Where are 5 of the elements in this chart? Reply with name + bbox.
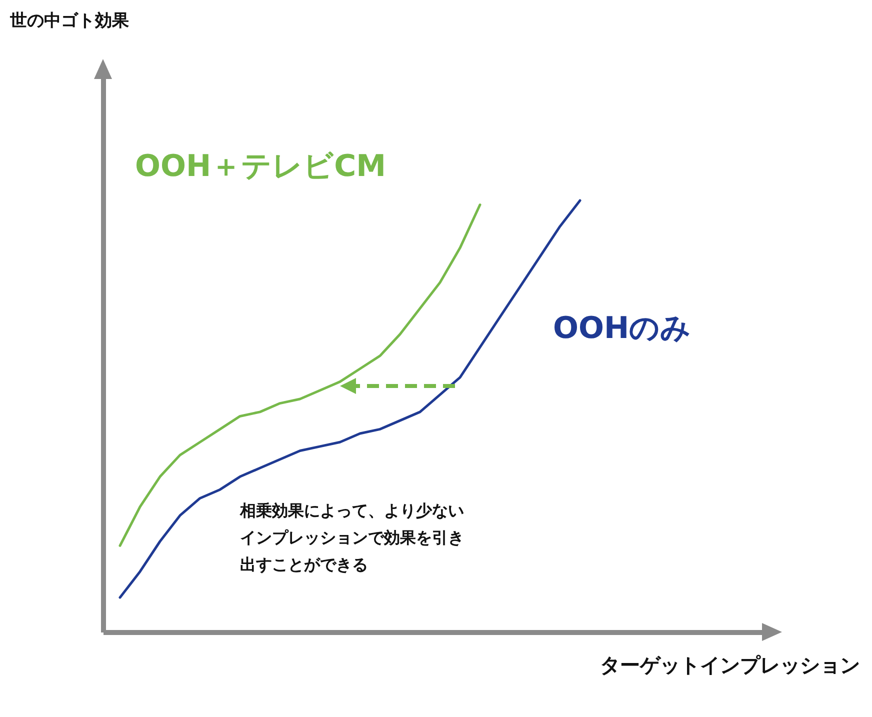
series-label: OOHのみ xyxy=(553,310,692,348)
text: 世の中ゴト効果 xyxy=(10,10,129,33)
x-axis-title: ターゲットインプレッション xyxy=(599,652,860,679)
text: OOH＋テレビCM xyxy=(135,148,386,186)
annotation: 相乗効果によって、より少ないインプレッションで効果を引き出すことができる xyxy=(240,500,465,576)
